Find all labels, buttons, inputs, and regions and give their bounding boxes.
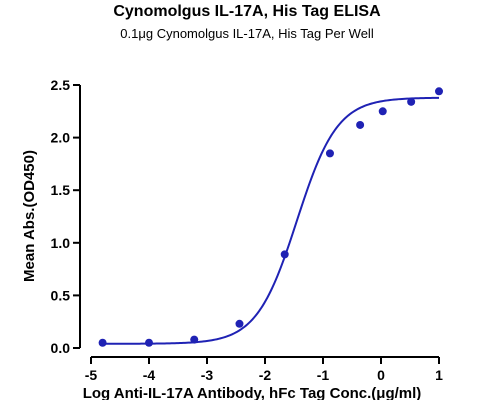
x-tick-label: 1	[435, 367, 443, 383]
x-tick-label: 0	[377, 367, 385, 383]
x-tick-label: -2	[259, 367, 272, 383]
y-tick-label: 0.5	[51, 287, 71, 303]
fit-curve-layer	[102, 96, 440, 345]
y-tick-label: 0.0	[51, 340, 71, 356]
chart-subtitle: 0.1μg Cynomolgus IL-17A, His Tag Per Wel…	[120, 26, 374, 41]
x-tick-label: -4	[143, 367, 156, 383]
y-tick-label: 1.0	[51, 235, 71, 251]
y-tick-label: 2.5	[51, 77, 71, 93]
data-point	[356, 120, 365, 129]
x-tick-label: -5	[85, 367, 98, 383]
x-axis-label: Log Anti-IL-17A Antibody, hFc Tag Conc.(…	[83, 385, 422, 400]
data-point	[235, 319, 244, 328]
data-point	[280, 250, 289, 259]
data-point	[435, 87, 443, 96]
axes: 0.0 0.5 1.0 1.5 2.0 2.5 -5 -4 -3 -2 -1 0 1	[51, 77, 444, 383]
data-point	[325, 149, 334, 158]
fit-curve	[102, 96, 440, 345]
data-point	[98, 338, 107, 347]
data-point	[407, 97, 416, 106]
x-tick-label: -3	[201, 367, 214, 383]
y-tick-label: 2.0	[51, 130, 71, 146]
chart-title: Cynomolgus IL-17A, His Tag ELISA	[113, 3, 381, 20]
y-tick-label: 1.5	[51, 182, 71, 198]
data-point	[190, 335, 199, 344]
data-point	[378, 107, 387, 116]
data-points	[98, 87, 443, 347]
data-point	[145, 338, 153, 347]
y-axis-label: Mean Abs.(OD450)	[21, 150, 38, 282]
x-tick-label: -1	[317, 367, 330, 383]
